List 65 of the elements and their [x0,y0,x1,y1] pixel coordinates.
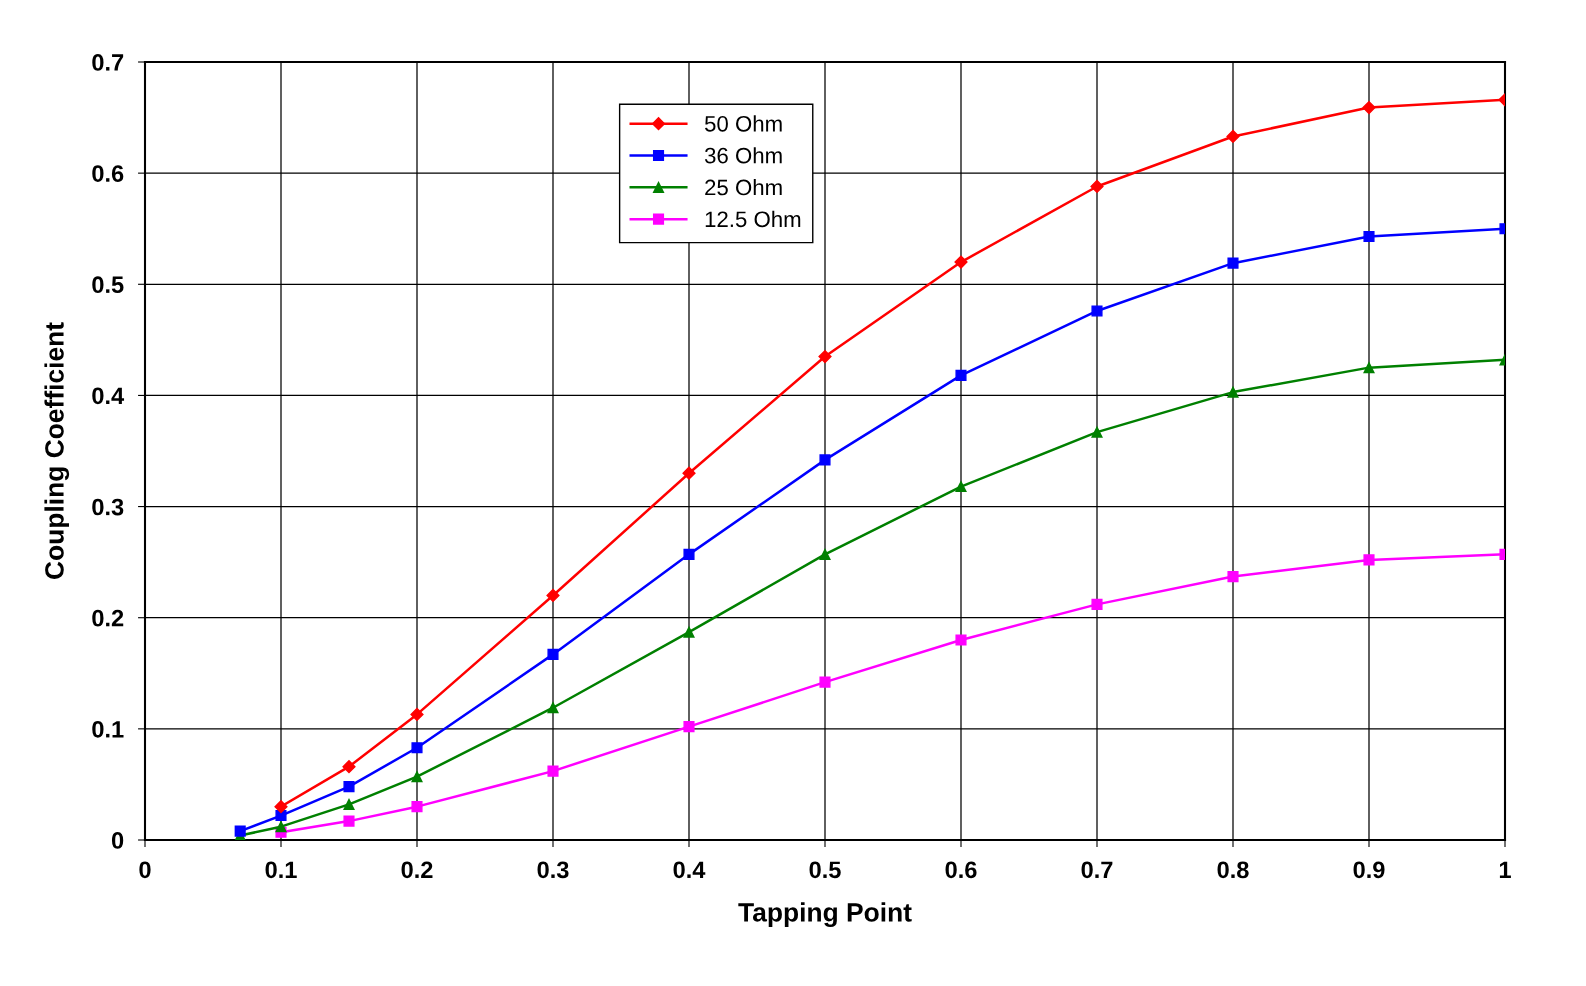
point [234,825,246,837]
point [1363,362,1375,374]
y-tick-label: 0.7 [92,54,124,71]
x-tick-label: 0.4 [673,861,706,879]
point [1227,571,1239,583]
point [683,721,695,733]
point [1363,230,1375,243]
y-tick-label: 0.5 [92,276,124,294]
legend-label: 25 Ohm [705,179,782,196]
point [547,702,559,714]
point [343,815,355,827]
x-axis-title: Tapping Point [738,902,912,927]
point [411,742,423,754]
legend-label: 12.5 Ohm [705,210,801,228]
y-tick-label: 0.1 [92,720,124,738]
point [547,765,559,777]
point [411,801,423,813]
point [1227,386,1239,398]
point [819,676,831,688]
y-tick-label: 0.2 [92,609,124,627]
x-tick-label: 0.5 [809,861,841,879]
x-tick-label: 0.3 [537,861,569,879]
point [819,454,831,466]
x-tick-label: 0.6 [945,861,977,879]
point [275,809,287,822]
point [411,771,423,783]
y-tick-label: 0.3 [92,498,124,516]
y-tick-label: 0.4 [92,387,125,405]
point [1226,129,1240,144]
y-tick-label: 0 [111,832,124,849]
y-axis-title: Coupling Coefficient [44,322,70,579]
point [955,481,967,493]
point [342,760,356,774]
point [274,800,288,814]
point [1091,426,1103,438]
x-tick-label: 0.7 [1081,861,1113,879]
point [1227,257,1239,269]
x-tick-label: 0 [139,861,151,879]
point [683,626,695,638]
point [1091,598,1103,610]
point [1091,305,1103,317]
point [955,634,967,646]
legend-label: 50 Ohm [704,115,782,132]
point [275,821,287,833]
point [343,798,355,810]
point [343,781,355,793]
point [683,548,695,560]
point [682,466,696,480]
legend-label: 36 Ohm [704,147,782,164]
y-tick-label: 0.6 [92,165,124,182]
x-tick-label: 0.1 [265,861,297,879]
point [955,369,967,381]
point [1362,100,1376,115]
x-tick-label: 0.9 [1353,861,1385,879]
x-tick-label: 1 [1499,861,1511,878]
x-tick-label: 0.2 [401,861,433,879]
point [818,349,832,364]
x-tick-label: 0.8 [1217,861,1249,879]
point [547,648,559,660]
point [1363,554,1375,566]
point [954,255,968,269]
point [1090,179,1104,194]
point [546,588,560,603]
point [819,548,831,560]
point [410,707,424,721]
